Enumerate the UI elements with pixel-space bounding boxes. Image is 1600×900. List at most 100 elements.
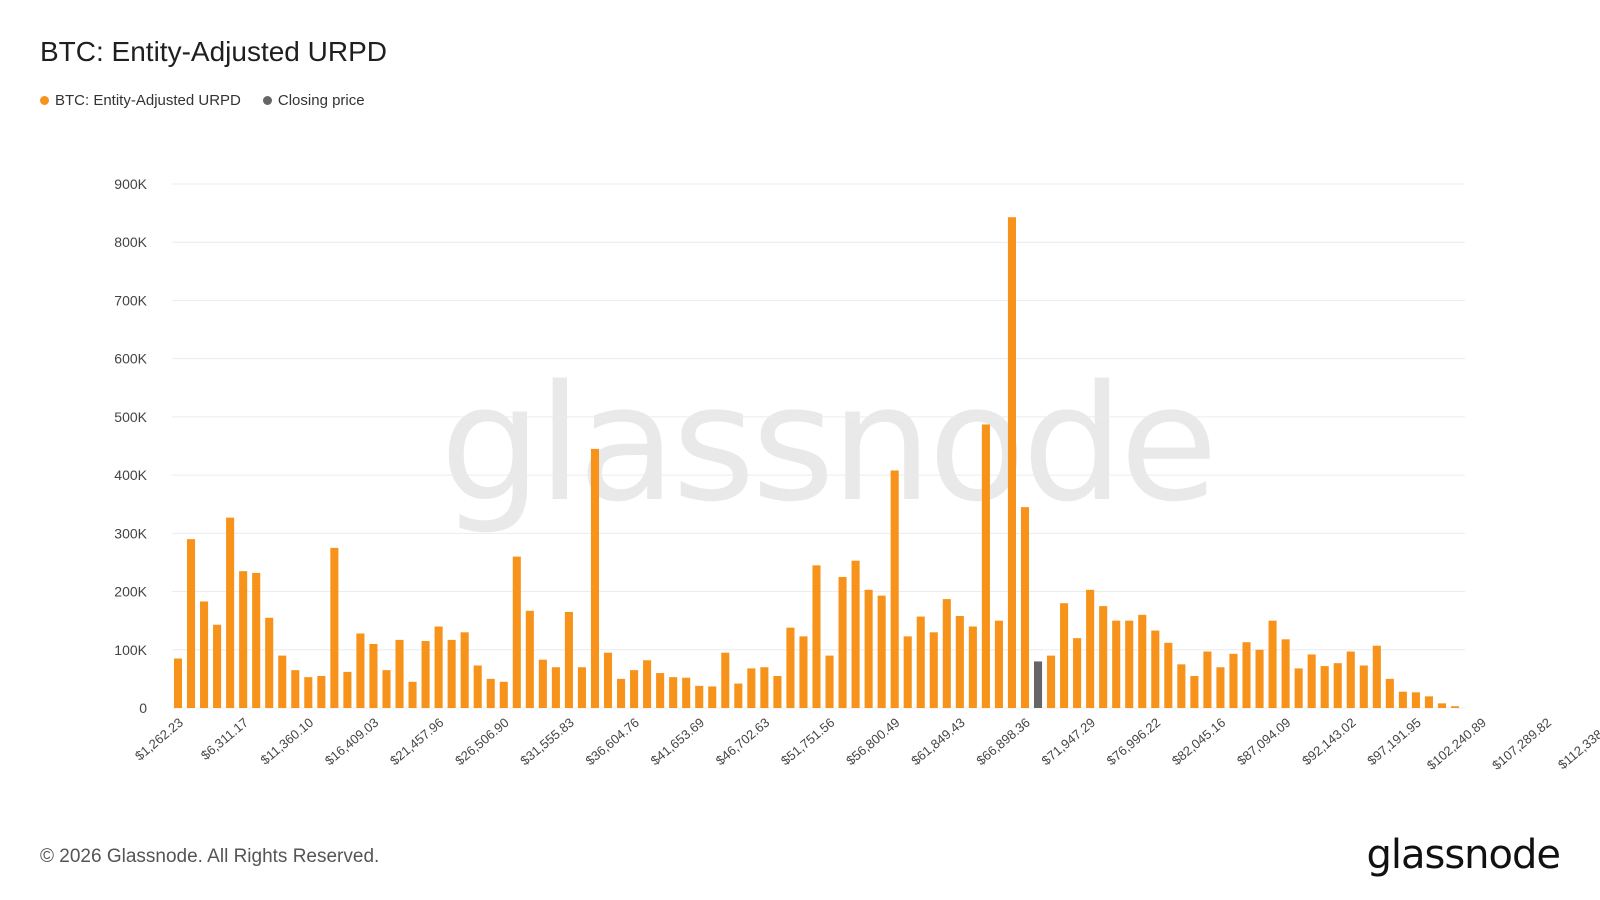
urpd-bar[interactable] — [682, 677, 691, 708]
urpd-bar[interactable] — [434, 626, 443, 708]
urpd-bar[interactable] — [877, 595, 886, 708]
urpd-bar[interactable] — [1294, 668, 1303, 708]
urpd-bar[interactable] — [447, 639, 456, 708]
urpd-bar[interactable] — [1437, 703, 1447, 708]
urpd-bar[interactable] — [890, 470, 899, 708]
urpd-bar[interactable] — [186, 539, 196, 708]
urpd-bar[interactable] — [1007, 217, 1016, 708]
urpd-bar[interactable] — [1164, 642, 1173, 708]
urpd-bar[interactable] — [1138, 614, 1147, 708]
urpd-bar[interactable] — [265, 617, 274, 708]
urpd-bar[interactable] — [695, 685, 704, 708]
urpd-bar[interactable] — [512, 556, 521, 708]
legend-item-urpd[interactable]: BTC: Entity-Adjusted URPD — [40, 92, 241, 109]
urpd-bar[interactable] — [812, 565, 821, 708]
urpd-bar[interactable] — [968, 626, 977, 708]
urpd-bar[interactable] — [330, 547, 339, 708]
urpd-bar[interactable] — [525, 610, 534, 708]
urpd-bar[interactable] — [486, 678, 495, 708]
urpd-bar[interactable] — [252, 572, 261, 708]
urpd-bar[interactable] — [1047, 655, 1056, 708]
urpd-bar[interactable] — [1229, 653, 1238, 708]
urpd-bar[interactable] — [630, 670, 639, 708]
urpd-bar[interactable] — [929, 632, 938, 708]
urpd-bar[interactable] — [643, 660, 652, 708]
urpd-bar[interactable] — [304, 677, 313, 708]
urpd-bar[interactable] — [721, 652, 730, 708]
urpd-bar[interactable] — [1398, 691, 1407, 708]
urpd-bar[interactable] — [669, 677, 678, 708]
urpd-bar[interactable] — [395, 639, 404, 708]
urpd-bar[interactable] — [747, 668, 756, 708]
urpd-bar[interactable] — [226, 517, 235, 708]
urpd-bar[interactable] — [838, 577, 847, 708]
urpd-bar[interactable] — [1255, 649, 1264, 708]
closing-price-bar[interactable] — [1033, 661, 1043, 708]
urpd-bar[interactable] — [538, 659, 547, 708]
urpd-bar[interactable] — [864, 589, 873, 708]
urpd-bar[interactable] — [1359, 665, 1368, 708]
urpd-bar[interactable] — [825, 655, 834, 708]
urpd-bar[interactable] — [473, 665, 482, 708]
legend-item-closing-price[interactable]: Closing price — [262, 92, 365, 109]
urpd-bar[interactable] — [1307, 654, 1316, 708]
urpd-bar[interactable] — [239, 571, 248, 708]
urpd-bar[interactable] — [955, 616, 964, 708]
urpd-bar[interactable] — [213, 624, 222, 708]
urpd-bar[interactable] — [278, 655, 287, 708]
urpd-bar[interactable] — [1320, 666, 1329, 708]
urpd-bar[interactable] — [577, 667, 586, 708]
urpd-bar[interactable] — [291, 670, 300, 708]
urpd-bar[interactable] — [369, 643, 378, 708]
urpd-bar[interactable] — [1151, 630, 1160, 708]
urpd-bar[interactable] — [981, 424, 990, 708]
urpd-bar[interactable] — [603, 652, 613, 708]
urpd-bar[interactable] — [564, 611, 573, 708]
urpd-bar[interactable] — [1385, 678, 1394, 708]
urpd-bar[interactable] — [851, 560, 860, 708]
urpd-bar[interactable] — [1060, 603, 1069, 708]
urpd-bar[interactable] — [343, 671, 352, 708]
urpd-bar[interactable] — [1099, 606, 1108, 708]
urpd-bar[interactable] — [408, 681, 417, 708]
urpd-bar[interactable] — [773, 675, 782, 708]
urpd-bar[interactable] — [1450, 706, 1460, 708]
urpd-bar[interactable] — [903, 636, 912, 708]
urpd-bar[interactable] — [1333, 663, 1342, 708]
urpd-bar[interactable] — [942, 599, 951, 708]
urpd-bar[interactable] — [656, 673, 665, 708]
urpd-bar[interactable] — [916, 616, 925, 708]
urpd-bar[interactable] — [551, 667, 560, 708]
urpd-bar[interactable] — [1411, 692, 1420, 708]
urpd-bar[interactable] — [1073, 638, 1082, 708]
urpd-bar[interactable] — [760, 667, 769, 708]
urpd-bar[interactable] — [786, 627, 795, 708]
urpd-bar[interactable] — [1203, 651, 1212, 708]
urpd-bar[interactable] — [1020, 507, 1030, 708]
urpd-bar[interactable] — [499, 681, 508, 708]
urpd-bar[interactable] — [1268, 620, 1277, 708]
urpd-bar[interactable] — [356, 633, 365, 708]
urpd-bar[interactable] — [708, 686, 717, 708]
urpd-bar[interactable] — [1346, 651, 1355, 708]
urpd-bar[interactable] — [799, 636, 808, 708]
urpd-bar[interactable] — [1112, 620, 1121, 708]
urpd-bar[interactable] — [1281, 639, 1290, 708]
urpd-bar[interactable] — [734, 683, 743, 708]
urpd-bar[interactable] — [173, 658, 183, 708]
urpd-bar[interactable] — [994, 620, 1003, 708]
urpd-bar[interactable] — [590, 448, 600, 708]
urpd-bar[interactable] — [421, 641, 430, 708]
urpd-bar[interactable] — [1190, 675, 1199, 708]
urpd-bar[interactable] — [460, 632, 469, 708]
urpd-bar[interactable] — [1177, 664, 1186, 708]
urpd-bar[interactable] — [1216, 667, 1225, 708]
urpd-bar[interactable] — [1125, 620, 1134, 708]
urpd-bar[interactable] — [200, 601, 209, 708]
urpd-bar[interactable] — [1086, 589, 1095, 708]
urpd-bar[interactable] — [1424, 696, 1433, 708]
urpd-bar[interactable] — [1372, 645, 1381, 708]
urpd-bar[interactable] — [317, 675, 326, 708]
urpd-bar[interactable] — [1242, 642, 1251, 708]
urpd-bar[interactable] — [382, 670, 391, 708]
